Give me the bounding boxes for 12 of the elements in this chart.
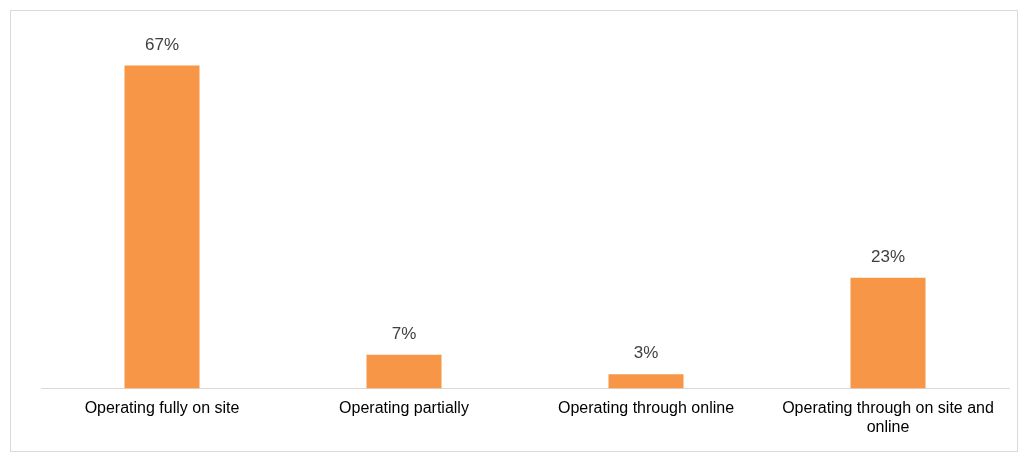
- bar: [366, 354, 442, 389]
- x-tick-label: Operating partially: [339, 398, 469, 416]
- data-label: 67%: [144, 34, 180, 54]
- x-tick-label: Operating through on site and online: [782, 398, 994, 435]
- x-tick-label: Operating fully on site: [84, 398, 240, 416]
- data-label: 7%: [391, 324, 417, 344]
- bar: [850, 277, 926, 389]
- bar: [608, 374, 684, 389]
- data-label: 3%: [633, 343, 659, 363]
- bar: [124, 65, 200, 389]
- x-tick-label: Operating through online: [557, 398, 735, 416]
- data-label: 23%: [870, 246, 906, 266]
